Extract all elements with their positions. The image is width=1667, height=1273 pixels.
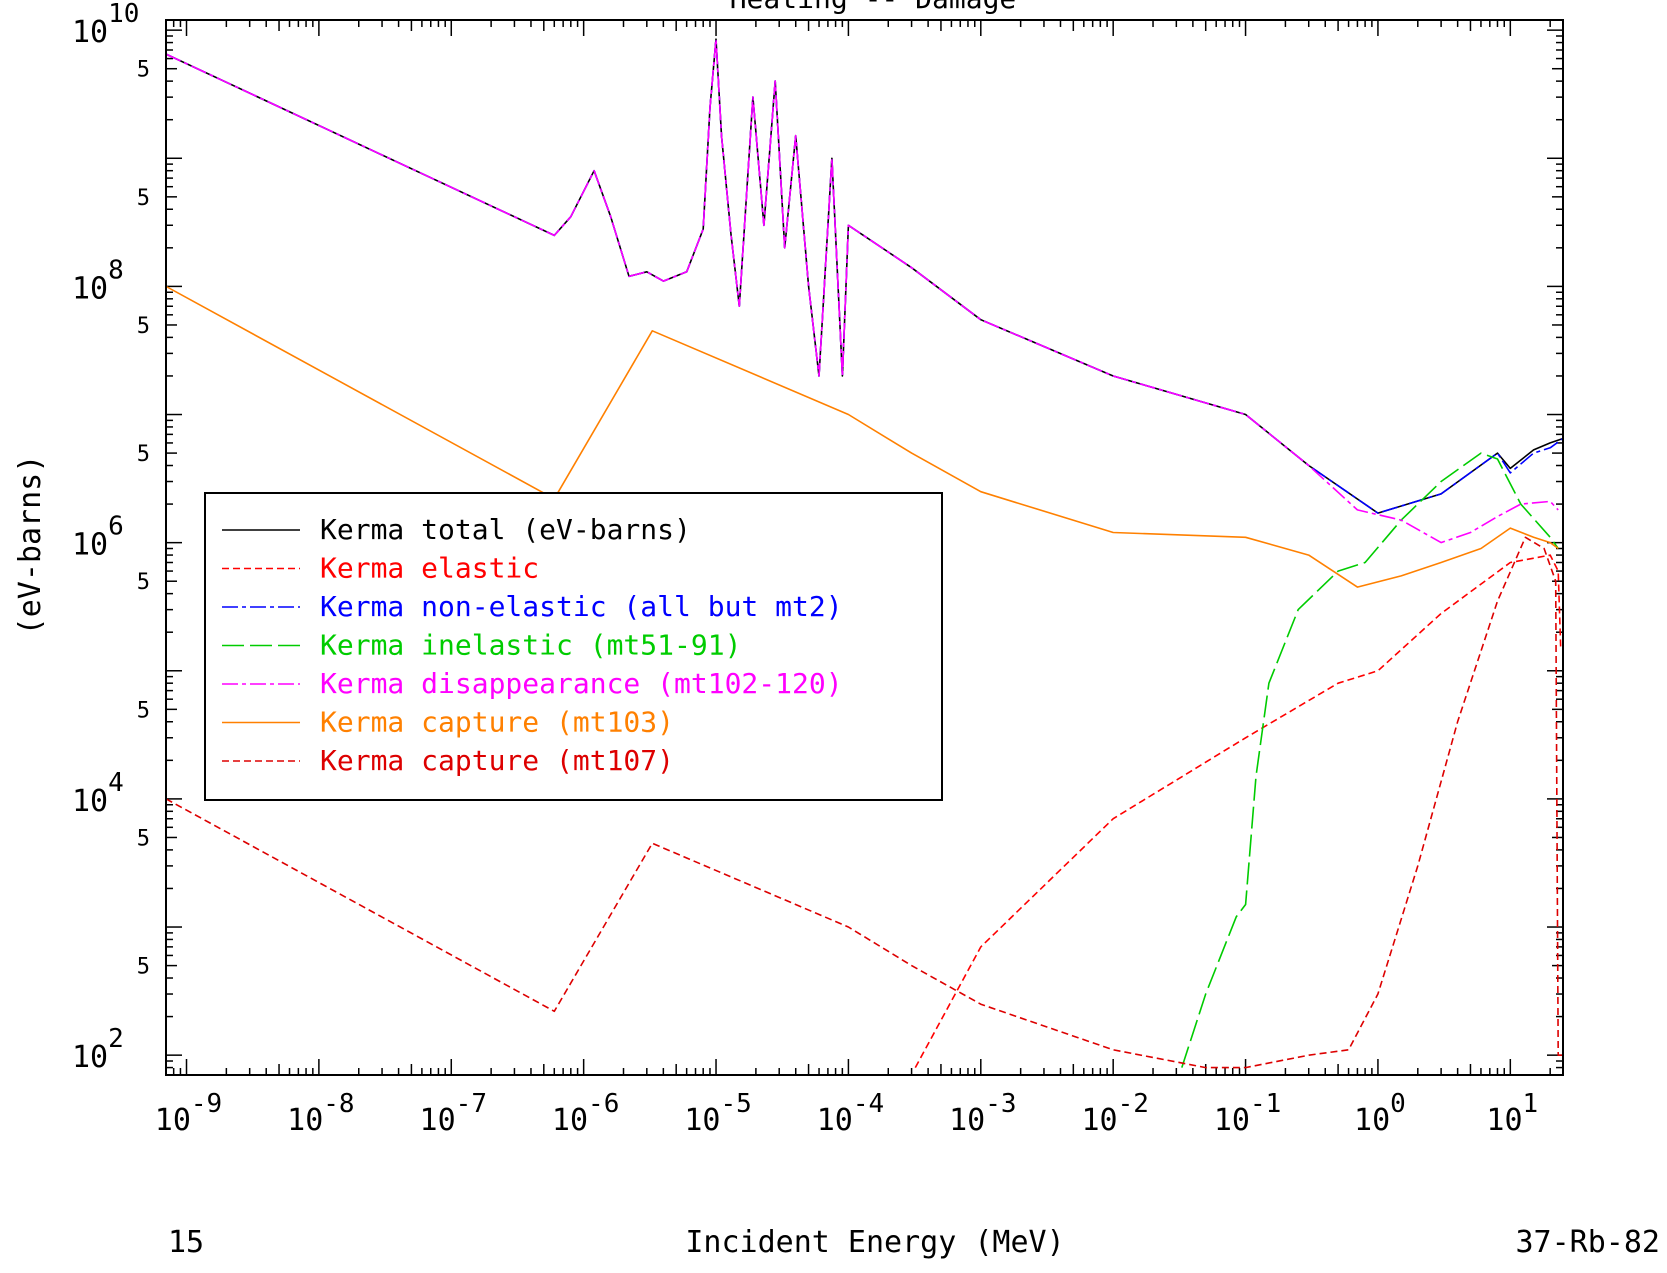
x-tick-label: 10-7 bbox=[420, 1089, 487, 1138]
x-tick-label: 10-9 bbox=[155, 1089, 222, 1138]
legend-label: Kerma elastic bbox=[320, 552, 539, 585]
y-minor-tick-label: 5 bbox=[137, 570, 150, 595]
y-tick-label: 106 bbox=[72, 512, 124, 563]
series-line-4 bbox=[1181, 452, 1559, 1068]
legend-label: Kerma disappearance (mt102-120) bbox=[320, 667, 843, 700]
y-minor-tick-label: 5 bbox=[137, 186, 150, 211]
y-minor-tick-label: 5 bbox=[137, 58, 150, 83]
chart-title: Heating -- Damage bbox=[730, 0, 1017, 15]
legend-label: Kerma inelastic (mt51-91) bbox=[320, 629, 741, 662]
y-minor-tick-label: 5 bbox=[137, 955, 150, 980]
y-tick-label: 104 bbox=[72, 768, 124, 819]
y-minor-tick-label: 5 bbox=[137, 698, 150, 723]
series-line-3 bbox=[166, 38, 1563, 514]
series-layer bbox=[166, 38, 1563, 1069]
y-minor-tick-label: 5 bbox=[137, 826, 150, 851]
y-tick-label: 1010 bbox=[72, 0, 139, 50]
series-line-7 bbox=[166, 536, 1563, 1069]
x-tick-label: 10-4 bbox=[817, 1089, 884, 1138]
x-tick-label: 10-1 bbox=[1214, 1089, 1281, 1138]
y-tick-label: 102 bbox=[72, 1024, 124, 1075]
plot-frame bbox=[165, 19, 1564, 1076]
y-axis-label: (eV-barns) bbox=[13, 455, 48, 636]
x-tick-label: 10-8 bbox=[287, 1089, 354, 1138]
series-line-5 bbox=[166, 38, 1559, 544]
x-axis-label: Incident Energy (MeV) bbox=[685, 1225, 1064, 1260]
y-tick-label: 108 bbox=[72, 255, 124, 306]
y-minor-tick-label: 5 bbox=[137, 442, 150, 467]
series-line-6 bbox=[166, 285, 1559, 588]
x-tick-label: 10-2 bbox=[1081, 1089, 1148, 1138]
x-tick-label: 10-3 bbox=[949, 1089, 1016, 1138]
legend-box bbox=[204, 492, 943, 801]
x-tick-label: 10-5 bbox=[684, 1089, 751, 1138]
x-tick-label: 101 bbox=[1486, 1089, 1538, 1138]
legend-label: Kerma non-elastic (all but mt2) bbox=[320, 590, 843, 623]
legend-label: Kerma capture (mt103) bbox=[320, 706, 674, 739]
footer-right-label: 37-Rb-82 bbox=[1516, 1225, 1661, 1260]
series-line-2 bbox=[914, 554, 1563, 1068]
legend: Kerma total (eV-barns) Kerma elastic Kerma… bbox=[204, 492, 943, 801]
x-tick-label: 10-6 bbox=[552, 1089, 619, 1138]
legend-label: Kerma capture (mt107) bbox=[320, 744, 674, 777]
series-line-1 bbox=[166, 38, 1563, 514]
footer-left-label: 15 bbox=[168, 1225, 204, 1260]
x-tick-label: 100 bbox=[1354, 1089, 1406, 1138]
y-minor-tick-label: 5 bbox=[137, 314, 150, 339]
legend-label: Kerma total (eV-barns) bbox=[320, 513, 691, 546]
